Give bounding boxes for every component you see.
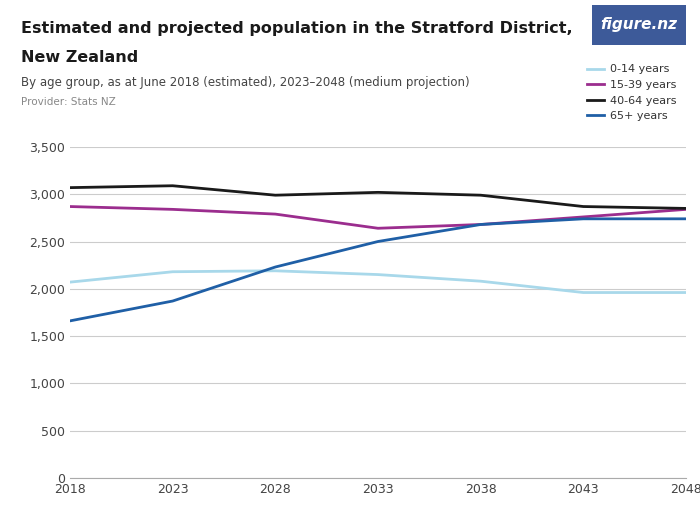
Legend: 0-14 years, 15-39 years, 40-64 years, 65+ years: 0-14 years, 15-39 years, 40-64 years, 65… [583, 60, 680, 125]
Text: By age group, as at June 2018 (estimated), 2023–2048 (medium projection): By age group, as at June 2018 (estimated… [21, 76, 470, 89]
Text: New Zealand: New Zealand [21, 50, 139, 65]
Text: Provider: Stats NZ: Provider: Stats NZ [21, 97, 116, 107]
Text: Estimated and projected population in the Stratford District,: Estimated and projected population in th… [21, 21, 573, 36]
Text: figure.nz: figure.nz [601, 17, 678, 33]
